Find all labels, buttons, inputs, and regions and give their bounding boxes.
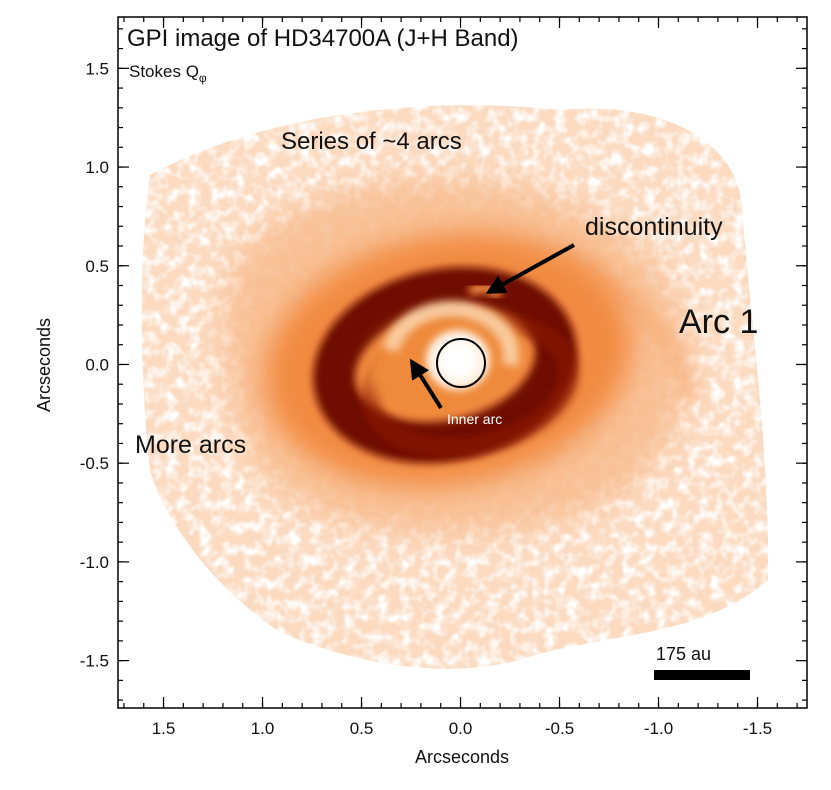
inner-arc-label: Inner arc	[447, 411, 502, 427]
arc1-label: Arc 1	[679, 303, 758, 341]
scale-bar-label: 175 au	[656, 644, 711, 664]
more-arcs-label: More arcs	[135, 431, 246, 459]
x-axis-label: Arcseconds	[415, 747, 509, 767]
y-tick-label: -1.0	[80, 553, 109, 572]
x-tick-label: -1.5	[743, 719, 772, 738]
inner-arc-feature	[382, 301, 519, 367]
y-axis-label: Arcseconds	[34, 318, 54, 412]
y-tick-label: -0.5	[80, 454, 109, 473]
x-tick-label: 0.5	[350, 719, 374, 738]
x-tick-label: 0.0	[449, 719, 473, 738]
x-tick-label: 1.0	[251, 719, 275, 738]
x-tick-label: 1.5	[152, 719, 176, 738]
plot-frame	[117, 16, 808, 709]
y-tick-label: 1.0	[85, 158, 109, 177]
y-tick-label: 1.5	[85, 59, 109, 78]
x-tick-label: -1.0	[644, 719, 673, 738]
y-tick-label: 0.0	[85, 355, 109, 374]
inner-arc-arrow	[409, 358, 443, 410]
y-tick-label: 0.5	[85, 257, 109, 276]
x-tick-label: -0.5	[545, 719, 574, 738]
figure-title: GPI image of HD34700A (J+H Band)	[127, 25, 519, 52]
discontinuity-arrow	[485, 243, 575, 294]
series-of-arcs-label: Series of ~4 arcs	[281, 128, 462, 155]
scale-bar	[654, 670, 750, 680]
y-tick-label: -1.5	[80, 652, 109, 671]
discontinuity-label: discontinuity	[585, 213, 723, 241]
axis-ticks: 1.5 1.0 0.5 0.0 -0.5 -1.0 -1.5 1.5 1.0 0.5 0.0 -0.5…	[80, 17, 807, 738]
disk-image	[141, 105, 769, 669]
figure-subtitle: Stokes Qφ	[129, 62, 207, 85]
coronagraph-circle	[436, 338, 486, 388]
